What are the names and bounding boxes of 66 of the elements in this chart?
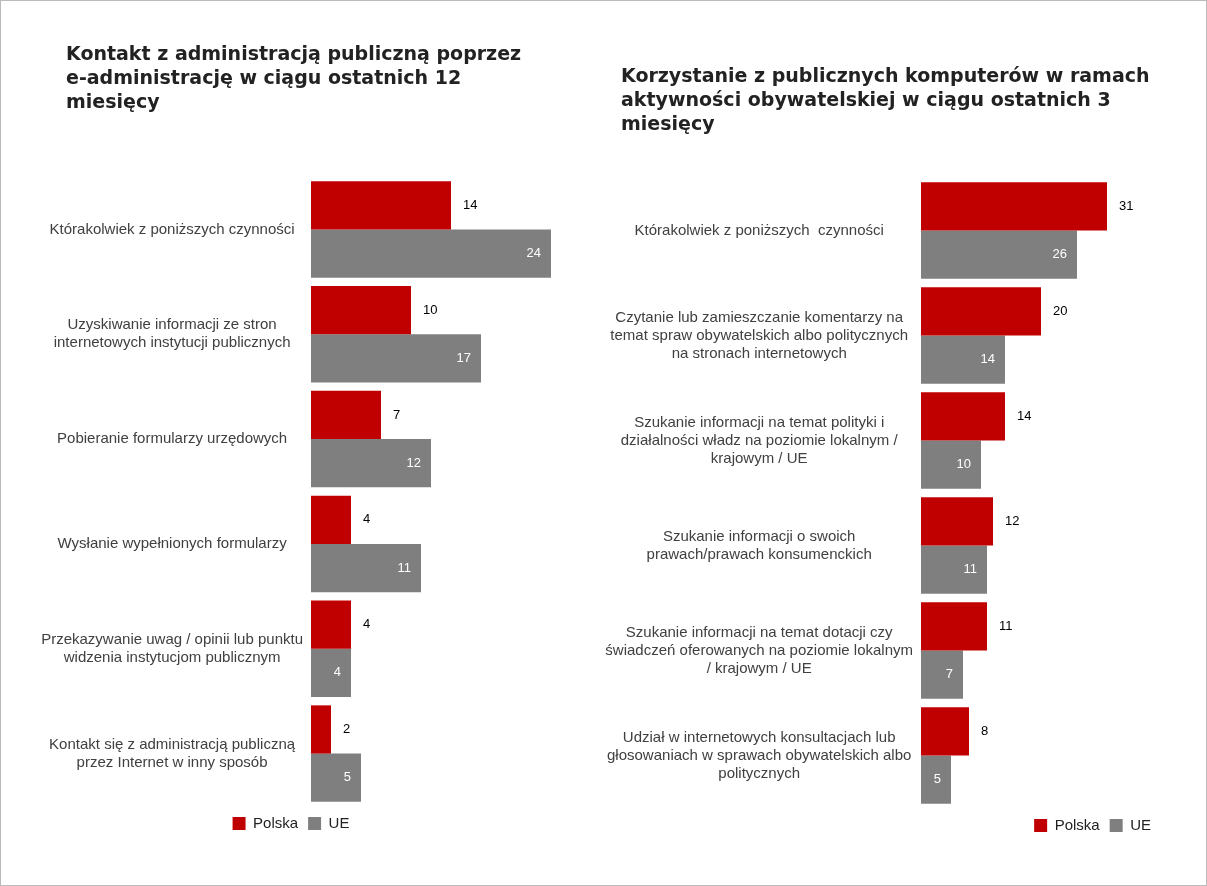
data-label: 20 <box>1053 302 1068 318</box>
y-tick-label: Czytanie lub zamieszczanie komentarzy na temat spraw obywatelskich albo politycznych na stronach internetowych <box>610 307 908 361</box>
bar <box>311 705 331 754</box>
y-tick-label: Uzyskiwanie informacji ze stron internetowych instytucji publicznych <box>53 315 291 351</box>
legend-label: Polska <box>1054 815 1101 833</box>
data-label: 8 <box>981 722 989 738</box>
bar <box>311 543 421 593</box>
data-label: 5 <box>933 771 941 787</box>
bar <box>921 755 951 804</box>
data-label: 24 <box>526 245 541 261</box>
data-label: 26 <box>1052 246 1067 262</box>
legend-label: UE <box>1130 815 1152 833</box>
y-tick-label: Przekazywanie uwag / opinii lub punktu widzenia instytucjom publicznym <box>41 629 303 665</box>
y-tick-label: Którakolwiek z poniższych czynności <box>634 220 884 238</box>
y-tick-label: Szukanie informacji na temat polityki i działalności władz na poziomie lokalnym / krajowym / UE <box>620 412 899 466</box>
bar <box>311 181 451 230</box>
bar <box>311 390 381 440</box>
y-tick-label: Udział w internetowych konsultacjach lub głosowaniach w sprawach obywatelskich albo politycznych <box>607 727 912 781</box>
data-label: 11 <box>397 559 411 575</box>
data-label: 4 <box>363 511 371 527</box>
bar <box>921 287 1041 336</box>
bar <box>311 229 551 278</box>
bar <box>311 439 431 488</box>
bar <box>921 392 1005 441</box>
bar <box>311 286 411 335</box>
bar <box>921 440 981 489</box>
bar <box>311 600 351 649</box>
y-tick-label: Pobieranie formularzy urzędowych <box>57 429 288 447</box>
legend-label: Polska <box>253 813 299 831</box>
data-label: 7 <box>945 666 953 682</box>
data-label: 11 <box>999 617 1013 633</box>
data-label: 12 <box>1005 512 1020 528</box>
data-label: 2 <box>343 721 351 737</box>
bar <box>311 753 361 802</box>
bar <box>921 602 987 651</box>
data-label: 10 <box>423 301 438 317</box>
bar <box>921 230 1077 279</box>
data-label: 4 <box>333 664 341 680</box>
data-label: 17 <box>456 349 471 365</box>
data-label: 10 <box>956 456 971 472</box>
data-label: 7 <box>393 406 401 422</box>
data-label: 31 <box>1119 197 1134 213</box>
y-tick-label: Szukanie informacji o swoich prawach/prawach konsumenckich <box>646 526 872 562</box>
data-label: 11 <box>963 561 977 577</box>
data-label: 14 <box>1017 407 1032 423</box>
data-label: 12 <box>406 454 421 470</box>
y-tick-label: Którakolwiek z poniższych czynności <box>49 219 295 237</box>
bar <box>921 182 1107 231</box>
y-tick-label: Kontakt się z administracją publiczną przez Internet w inny sposób <box>49 734 296 770</box>
bar <box>921 335 1005 384</box>
data-label: 4 <box>363 616 371 632</box>
bar <box>921 497 993 546</box>
legend-label: UE <box>328 813 350 831</box>
bar <box>311 495 351 544</box>
y-tick-label: Wysłanie wypełnionych formularzy <box>57 534 288 552</box>
bar <box>311 648 351 697</box>
bar <box>311 334 481 383</box>
bar <box>921 545 987 594</box>
data-label: 14 <box>463 196 478 212</box>
bar <box>921 650 963 699</box>
data-label: 14 <box>980 351 995 367</box>
data-label: 5 <box>343 769 351 785</box>
bar <box>921 707 969 756</box>
y-tick-label: Szukanie informacji na temat dotacji czy świadczeń oferowanych na poziomie lokalnym / krajowym / UE <box>605 622 913 676</box>
chart-title: Kontakt z administracją publiczną poprzez e-administrację w ciągu ostatnich 12 miesięcy <box>66 41 523 113</box>
chart-title: Korzystanie z publicznych komputerów w ramach aktywności obywatelskiej w ciągu ostatnich 3 miesięcy <box>621 63 1151 135</box>
